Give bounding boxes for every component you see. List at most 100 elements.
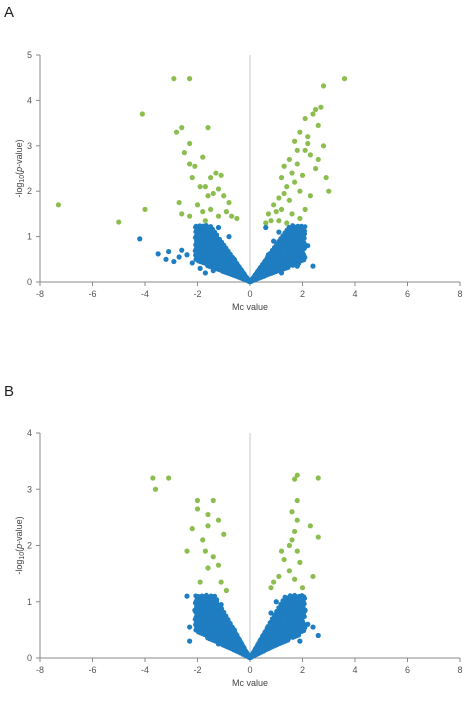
significant-point: [305, 134, 311, 140]
x-tick-label: -2: [193, 289, 201, 299]
non-significant-point: [265, 252, 271, 258]
y-tick-label: 2: [27, 541, 32, 551]
y-tick-label: 0: [27, 653, 32, 663]
significant-point: [223, 209, 229, 215]
significant-point: [326, 188, 332, 194]
non-significant-point: [166, 248, 172, 255]
significant-point: [307, 523, 313, 529]
significant-point: [208, 206, 214, 212]
x-axis-title: Mc value: [232, 678, 268, 688]
significant-point: [289, 537, 295, 543]
x-tick-label: -4: [141, 289, 149, 299]
significant-point: [310, 573, 316, 580]
significant-point: [310, 111, 316, 117]
y-tick-label: 2: [27, 186, 32, 196]
significant-point: [223, 587, 229, 594]
significant-point: [276, 195, 282, 201]
significant-point: [116, 219, 122, 225]
significant-point: [181, 150, 187, 156]
significant-point: [292, 138, 298, 144]
significant-point: [294, 147, 300, 153]
significant-point: [302, 206, 308, 212]
y-tick-label: 1: [27, 232, 32, 242]
significant-series: [55, 76, 348, 226]
non-significant-density-cloud: [192, 592, 308, 661]
non-significant-point: [263, 224, 269, 231]
non-significant-point: [236, 265, 243, 271]
non-significant-point: [192, 607, 198, 613]
significant-point: [194, 202, 201, 208]
x-tick-label: 2: [300, 289, 305, 299]
significant-point: [213, 170, 219, 176]
significant-point: [318, 104, 324, 110]
significant-point: [284, 184, 290, 190]
non-significant-point: [260, 632, 266, 639]
significant-point: [292, 576, 298, 582]
non-significant-point: [268, 610, 274, 616]
non-significant-point: [171, 258, 177, 265]
significant-point: [271, 202, 277, 208]
non-significant-point: [223, 252, 229, 258]
significant-point: [166, 475, 172, 481]
y-tick-label: 1: [27, 597, 32, 607]
non-significant-point: [215, 224, 222, 231]
y-axis-title: -log10(p-value): [14, 516, 26, 574]
significant-point: [218, 579, 224, 585]
significant-point: [229, 213, 235, 219]
significant-point: [187, 161, 193, 167]
significant-point: [284, 220, 290, 226]
significant-point: [150, 475, 156, 481]
significant-point: [215, 562, 222, 568]
significant-point: [286, 156, 292, 163]
x-tick-label: -8: [36, 665, 44, 675]
significant-point: [294, 161, 300, 167]
non-significant-point: [202, 604, 208, 610]
non-significant-point: [271, 238, 277, 244]
non-significant-point: [273, 599, 279, 605]
significant-point: [215, 517, 222, 523]
significant-point: [205, 511, 211, 518]
non-significant-point: [197, 265, 203, 271]
non-significant-point: [218, 263, 224, 269]
non-significant-point: [281, 616, 287, 622]
non-significant-point: [255, 646, 261, 653]
significant-point: [281, 190, 287, 197]
significant-point: [226, 199, 232, 206]
significant-point: [276, 218, 282, 224]
non-significant-point: [197, 621, 203, 627]
significant-point: [173, 129, 180, 135]
significant-point: [286, 568, 292, 574]
significant-point: [320, 83, 327, 89]
x-tick-label: 4: [352, 289, 357, 299]
non-significant-point: [179, 247, 185, 253]
non-significant-point: [221, 243, 227, 249]
non-significant-point: [236, 638, 243, 644]
non-significant-point: [205, 261, 211, 267]
significant-point: [320, 143, 327, 149]
non-significant-point: [242, 275, 248, 281]
non-significant-point: [226, 234, 232, 240]
significant-point: [294, 497, 300, 504]
significant-point: [265, 211, 271, 217]
significant-point: [268, 218, 274, 224]
significant-point: [194, 506, 201, 512]
significant-point: [221, 531, 227, 537]
significant-point: [292, 179, 298, 185]
significant-point: [176, 199, 182, 206]
significant-point: [307, 193, 313, 199]
x-axis-title: Mc value: [232, 302, 268, 312]
significant-point: [292, 528, 298, 535]
significant-point: [294, 517, 300, 523]
significant-point: [313, 106, 319, 113]
non-significant-point: [231, 256, 237, 262]
significant-point: [187, 140, 193, 147]
significant-point: [315, 534, 321, 540]
significant-point: [210, 554, 216, 560]
significant-point: [278, 174, 285, 181]
significant-series: [150, 472, 321, 594]
significant-point: [281, 556, 287, 563]
significant-point: [187, 213, 193, 219]
non-significant-point: [278, 635, 285, 641]
significant-point: [286, 542, 292, 549]
non-significant-point: [155, 251, 161, 257]
